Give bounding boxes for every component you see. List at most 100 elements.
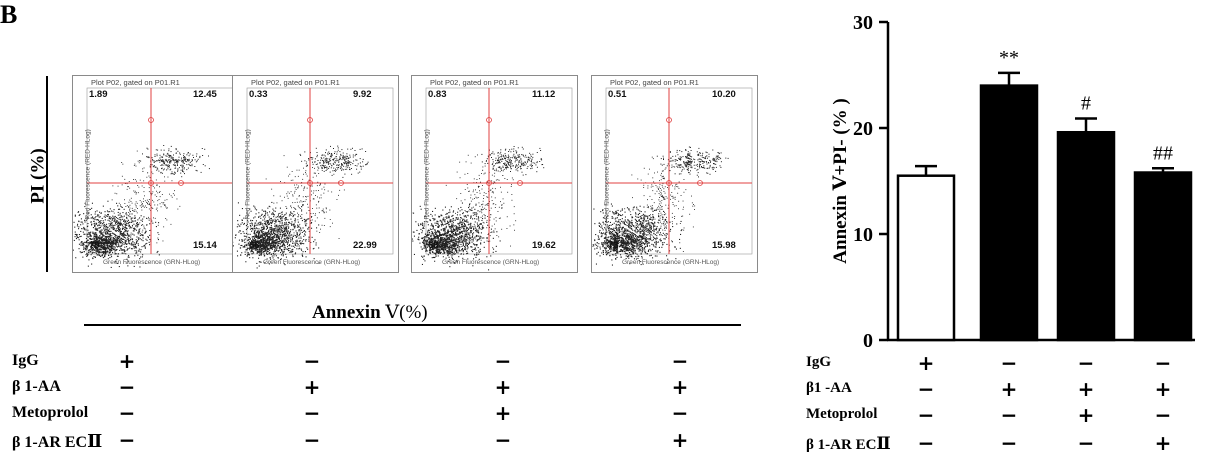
annexin-axis-label: Annexin Ⅴ(%) (312, 301, 428, 324)
y-tick-label: 20 (853, 118, 873, 140)
bar-1 (896, 174, 956, 342)
flow-plot-scatter (412, 87, 573, 271)
plus-sign: + (494, 375, 512, 399)
quadrant-ul-value: 0.33 (249, 89, 268, 100)
minus-sign: − (1154, 403, 1172, 427)
plus-sign: + (1077, 403, 1095, 427)
significance-marker: # (1081, 92, 1091, 114)
flow-plot-scatter (592, 87, 753, 266)
condition-label-text: β 1-AR EC (12, 434, 88, 451)
plus-sign: + (494, 401, 512, 425)
plot-title: Plot P02, gated on P01.R1 (430, 78, 519, 87)
plus-sign: + (1077, 377, 1095, 401)
flow-y-axis-line (46, 76, 48, 272)
condition-label: β 1-AR ECⅡ (12, 431, 102, 452)
bar-4 (1133, 171, 1193, 342)
plot-title: Plot P02, gated on P01.R1 (251, 78, 340, 87)
condition-label: β 1-AA (12, 378, 61, 396)
quadrant-ul-value: 1.89 (89, 89, 108, 100)
flow-plot-scatter (233, 87, 394, 269)
flow-plot-1: Plot P02, gated on P01.R1 1.89 12.45 79 15.1… (72, 75, 239, 273)
quadrant-ll-value: 73 (608, 240, 619, 251)
y-tick-label: 10 (853, 224, 873, 246)
bar-2 (979, 84, 1039, 342)
minus-sign: − (671, 349, 689, 373)
minus-sign: − (494, 428, 512, 452)
minus-sign: − (118, 401, 136, 425)
minus-sign: − (917, 431, 935, 455)
condition-label: IgG (806, 354, 831, 371)
flow-plot-4: Plot P02, gated on P01.R1 0.51 10.20 73 15.9… (591, 75, 758, 273)
condition-label-text: Metoprolol (806, 406, 878, 422)
significance-marker: ## (1153, 142, 1173, 164)
quadrant-ur-value: 9.92 (353, 89, 372, 100)
minus-sign: − (671, 401, 689, 425)
condition-label: Metoprolol (806, 406, 877, 423)
plot-title: Plot P02, gated on P01.R1 (610, 78, 699, 87)
minus-sign: − (917, 403, 935, 427)
flow-plot-2: Plot P02, gated on P01.R1 0.33 9.92 66 22.99… (232, 75, 399, 273)
condition-label-text: IgG (12, 352, 39, 369)
annexin-label-bold: Annexin (312, 302, 381, 323)
minus-sign: − (303, 401, 321, 425)
minus-sign: − (1154, 351, 1172, 375)
minus-sign: − (1000, 351, 1018, 375)
minus-sign: − (118, 428, 136, 452)
plus-sign: + (917, 351, 935, 375)
plus-sign: + (1154, 431, 1172, 455)
y-tick-label: 0 (863, 330, 873, 352)
minus-sign: − (917, 377, 935, 401)
plot-title: Plot P02, gated on P01.R1 (91, 78, 180, 87)
y-axis-label: Annexin Ⅴ+PI- (% ) (830, 98, 851, 263)
minus-sign: − (118, 375, 136, 399)
condition-label-suffix: Ⅱ (87, 431, 103, 451)
plot-x-axis-label: Green Fluorescence (GRN-HLog) (622, 259, 720, 266)
minus-sign: − (1077, 431, 1095, 455)
significance-marker: ** (999, 47, 1019, 69)
quadrant-lr-value: 22.99 (353, 240, 377, 251)
plus-sign: + (1154, 377, 1172, 401)
plus-sign: + (118, 349, 136, 373)
minus-sign: − (1000, 431, 1018, 455)
minus-sign: − (1077, 351, 1095, 375)
condition-label: Metoprolol (12, 404, 88, 422)
quadrant-lr-value: 19.62 (532, 240, 556, 251)
plot-x-axis-label: Green Fluorescence (GRN-HLog) (442, 259, 540, 266)
quadrant-ll-value: 66 (249, 240, 260, 251)
flow-plot-scatter (73, 87, 234, 268)
condition-label-text: β 1-AR EC (806, 437, 877, 453)
annexin-divider (84, 324, 741, 326)
condition-label-suffix: Ⅱ (876, 434, 891, 453)
y-tick-label: 30 (853, 12, 873, 34)
condition-label: β 1-AR ECⅡ (806, 434, 891, 454)
plus-sign: + (1000, 377, 1018, 401)
condition-label-text: Metoprolol (12, 404, 89, 421)
plot-x-axis-label: Green Fluorescence (GRN-HLog) (263, 259, 361, 266)
plot-x-axis-label: Green Fluorescence (GRN-HLog) (103, 259, 201, 266)
plus-sign: + (671, 428, 689, 452)
bar-3 (1056, 130, 1116, 342)
quadrant-ur-value: 12.45 (193, 89, 217, 100)
condition-label: β1 -AA (806, 380, 852, 397)
quadrant-ul-value: 0.51 (608, 89, 627, 100)
quadrant-lr-value: 15.14 (193, 240, 217, 251)
plus-sign: + (671, 375, 689, 399)
quadrant-lr-value: 15.98 (712, 240, 736, 251)
minus-sign: − (1000, 403, 1018, 427)
condition-label-text: IgG (806, 354, 832, 370)
condition-label-text: β1 -AA (806, 380, 852, 396)
flow-plot-3: Plot P02, gated on P01.R1 0.83 11.12 68 19.6… (411, 75, 578, 273)
plus-sign: + (303, 375, 321, 399)
condition-label: IgG (12, 352, 39, 370)
panel-letter: B (0, 0, 18, 29)
quadrant-ll-value: 79 (89, 240, 100, 251)
minus-sign: − (303, 428, 321, 452)
quadrant-ul-value: 0.83 (428, 89, 447, 100)
condition-label-text: β 1-AA (12, 378, 61, 395)
quadrant-ll-value: 68 (428, 240, 439, 251)
quadrant-ur-value: 10.20 (712, 89, 736, 100)
annexin-label-rest: Ⅴ(%) (380, 302, 428, 323)
quadrant-ur-value: 11.12 (532, 89, 556, 100)
minus-sign: − (303, 349, 321, 373)
